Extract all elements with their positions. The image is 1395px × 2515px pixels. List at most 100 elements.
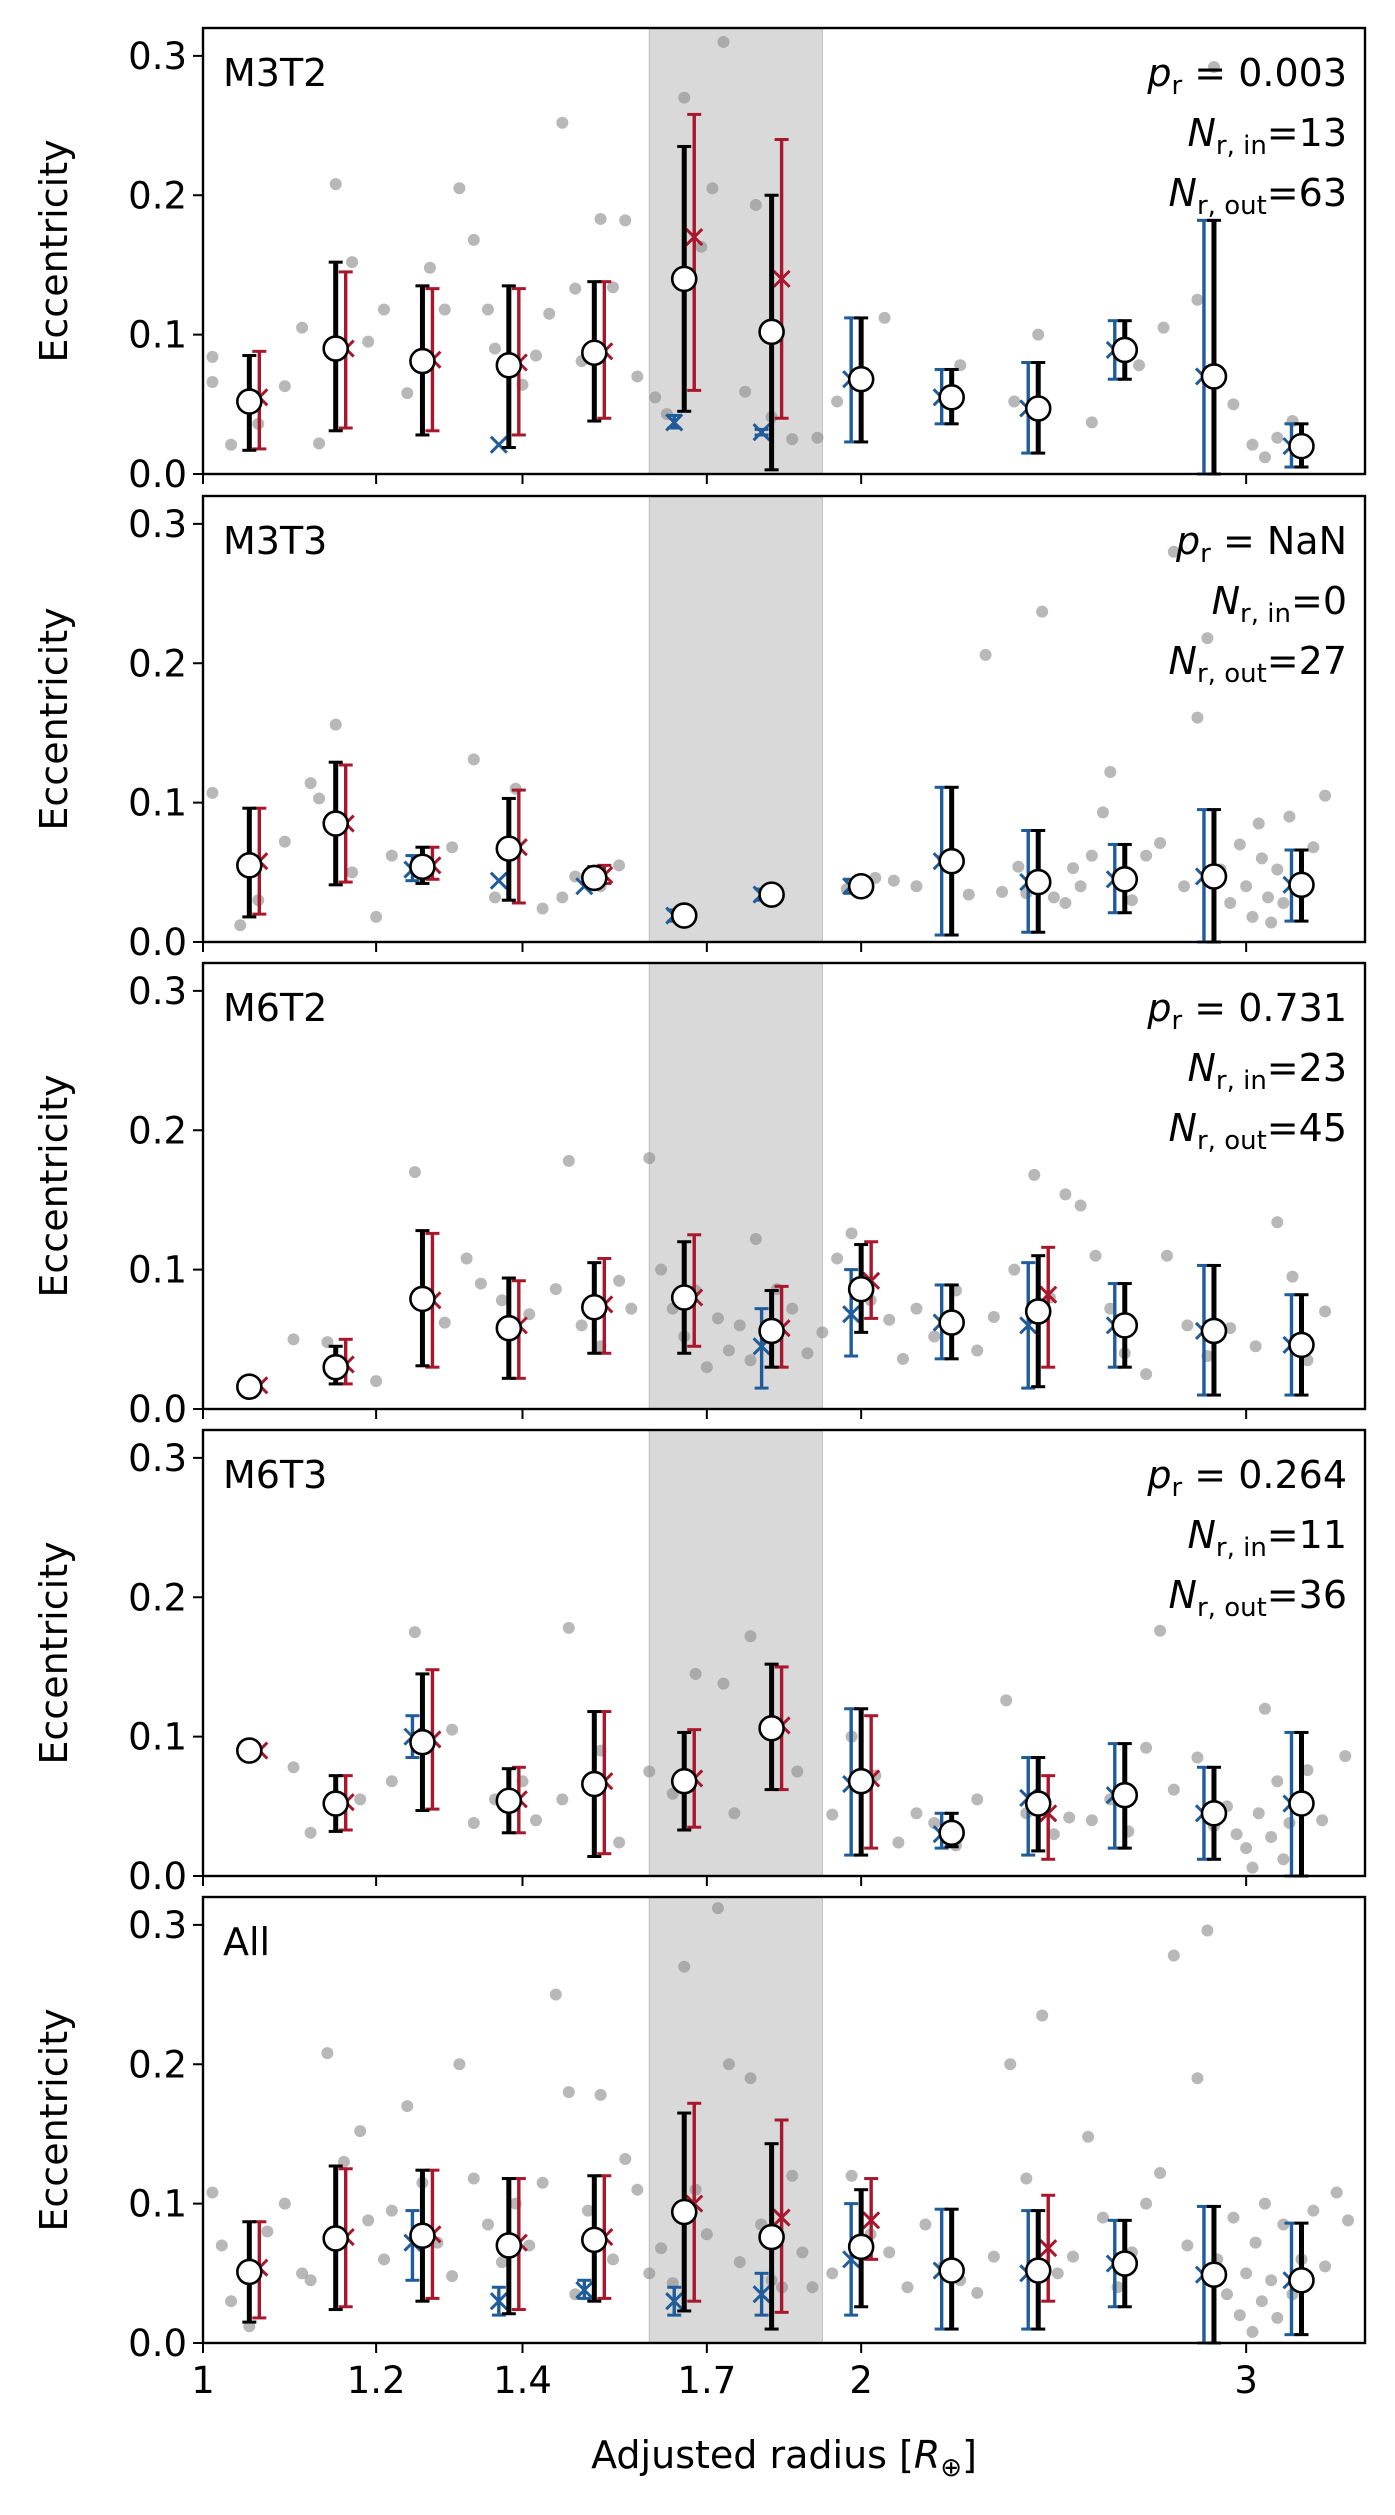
- data-point-84: [1271, 2311, 1284, 2324]
- n-out-value: 36: [1299, 1573, 1347, 1617]
- median-marker-all-10: [1111, 336, 1139, 364]
- panel-label: M6T3: [223, 1453, 327, 1497]
- data-point-24: [892, 1836, 905, 1849]
- median-marker-all-2: [409, 1728, 436, 1756]
- data-point-7: [329, 178, 342, 191]
- n-in-subscript: r, in: [1216, 1533, 1267, 1563]
- n-in-equals: =: [1267, 111, 1299, 155]
- data-point-43: [1240, 1842, 1253, 1855]
- data-point-54: [1265, 916, 1278, 929]
- n-in-symbol: N: [1187, 1513, 1215, 1557]
- data-point-2: [370, 1375, 383, 1388]
- data-point-49: [826, 2267, 839, 2280]
- data-point-11: [401, 387, 414, 400]
- y-tick-label-2: 0.2: [128, 1576, 187, 1619]
- data-point-37: [1104, 765, 1117, 778]
- x-axis-label: Adjusted radius [R⊕]: [591, 2433, 977, 2483]
- median-marker-all-1: [322, 335, 350, 362]
- x-tick-label-5: 3: [1234, 2359, 1258, 2402]
- n-out-equals: =: [1267, 171, 1299, 215]
- data-point-59: [1004, 2058, 1017, 2071]
- data-point-31: [845, 1227, 858, 1240]
- median-marker-all-7: [847, 2233, 875, 2261]
- y-tick-label-0: 0.0: [128, 1388, 187, 1431]
- data-point-90: [1330, 2186, 1343, 2199]
- data-point-88: [1307, 2204, 1320, 2217]
- data-point-28: [971, 1793, 984, 1806]
- data-point-57: [1283, 810, 1296, 823]
- data-point-20: [481, 2218, 494, 2231]
- panel-m6t2: 0.0 0.1 0.2 0.3 Eccentricity M6T2 pr = 0.731 Nr…: [32, 961, 1367, 1431]
- data-point-83: [1265, 2274, 1278, 2287]
- median-marker-all-9: [1024, 1790, 1052, 1817]
- median-marker-all-3: [495, 1314, 523, 1342]
- data-point-12: [423, 261, 436, 274]
- median-marker-all-3: [495, 1787, 523, 1815]
- data-point-68: [1140, 2197, 1153, 2210]
- data-point-2: [225, 2295, 238, 2308]
- data-point-2: [354, 1793, 367, 1806]
- median-marker-in-5: [665, 413, 684, 432]
- median-marker-all-0: [236, 1737, 263, 1764]
- panel-label: All: [223, 1920, 270, 1964]
- radius-gap-band: [648, 495, 823, 943]
- y-axis-label: Eccentricity: [32, 1074, 76, 1297]
- y-tick-label-3: 0.3: [128, 970, 187, 1013]
- data-point-5: [278, 2197, 291, 2210]
- data-point-9: [385, 849, 398, 862]
- median-marker-all-10: [1111, 1781, 1139, 1809]
- p-subscript: r: [1172, 1006, 1183, 1036]
- median-marker-in-5: [665, 2292, 684, 2311]
- median-marker-out-9: [1039, 2239, 1058, 2258]
- data-point-45: [1089, 1249, 1102, 1262]
- y-axis-label: Eccentricity: [32, 607, 76, 830]
- data-point-36: [928, 1330, 941, 1343]
- p-value: 0.264: [1238, 1453, 1347, 1497]
- data-point-0: [206, 2186, 219, 2199]
- data-point-32: [695, 240, 708, 253]
- data-point-44: [1246, 1861, 1259, 1874]
- median-marker-all-8: [938, 384, 965, 411]
- median-marker-all-6: [758, 2223, 785, 2251]
- data-point-40: [831, 395, 844, 408]
- median-marker-all-6: [758, 1714, 785, 1742]
- data-point-1: [215, 2239, 228, 2252]
- data-point-32: [1059, 896, 1072, 909]
- data-point-81: [1255, 2295, 1268, 2308]
- median-marker-all-0: [236, 388, 263, 415]
- data-point-25: [962, 888, 975, 901]
- n-in-value: 11: [1299, 1513, 1347, 1557]
- median-marker-all-3: [495, 351, 523, 379]
- p-equals: =: [1182, 51, 1238, 95]
- data-point-43: [1059, 1188, 1072, 1201]
- data-point-40: [1140, 849, 1153, 862]
- data-point-46: [786, 2169, 799, 2182]
- n-in-value: 23: [1299, 1046, 1347, 1090]
- data-point-4: [408, 1626, 421, 1639]
- data-point-70: [1167, 1949, 1180, 1962]
- data-point-29: [649, 391, 662, 404]
- data-point-7: [346, 866, 359, 879]
- data-point-0: [287, 1761, 300, 1774]
- data-point-72: [1191, 2072, 1204, 2085]
- panel-label: M3T3: [223, 519, 327, 563]
- data-point-20: [700, 1361, 713, 1374]
- data-point-17: [488, 342, 501, 355]
- median-marker-all-8: [938, 1819, 965, 1847]
- data-point-9: [549, 1283, 562, 1296]
- data-point-39: [711, 1902, 724, 1915]
- data-point-44: [1032, 328, 1045, 341]
- median-marker-all-9: [1024, 2257, 1052, 2284]
- median-marker-all-11: [1200, 1317, 1228, 1345]
- n-out-annotation: Nr, out=63: [1169, 171, 1347, 221]
- median-marker-all-0: [236, 2258, 263, 2286]
- panel-all: 0.0 0.1 0.2 0.3 1 1.2 1.4 1.7 2 3 Eccentricity All: [32, 1895, 1367, 2402]
- data-point-49: [1277, 1853, 1290, 1866]
- data-point-42: [1167, 545, 1180, 558]
- median-marker-in-6: [752, 423, 771, 442]
- y-tick-label-1: 0.1: [128, 1249, 187, 1292]
- data-point-7: [495, 1294, 508, 1307]
- radius-gap-band: [648, 1896, 823, 2344]
- radius-gap-band: [648, 962, 823, 1410]
- x-axis-label-sub: ⊕: [940, 2453, 962, 2483]
